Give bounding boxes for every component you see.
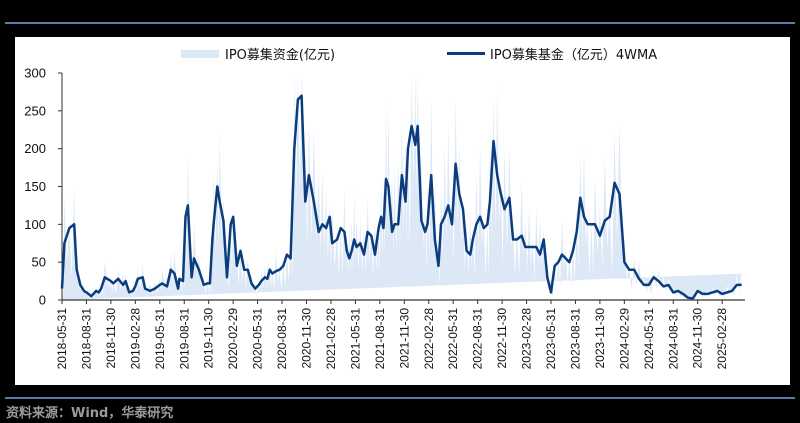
x-tick-label: 2022-11-30 [495, 308, 509, 369]
x-tick-label: 2019-11-30 [202, 308, 216, 369]
ipo-4wma-line [60, 94, 742, 300]
y-tick-label: 0 [39, 293, 46, 308]
x-tick-label: 2021-08-31 [373, 308, 387, 370]
y-tick-label: 300 [24, 66, 46, 81]
x-tick-label: 2021-05-31 [348, 308, 362, 370]
x-tick-label: 2024-08-31 [666, 308, 680, 370]
x-tick-label: 2022-02-28 [422, 308, 436, 370]
y-tick-label: 100 [24, 217, 46, 232]
x-tick-label: 2024-05-31 [642, 308, 656, 370]
legend-area-label: IPO募集资金(亿元) [225, 48, 336, 63]
x-tick-label: 2023-05-31 [544, 308, 558, 370]
x-tick-label: 2023-02-28 [520, 308, 534, 370]
x-tick-label: 2019-05-31 [153, 308, 167, 370]
x-tick-label: 2021-02-28 [324, 308, 338, 370]
x-tick-label: 2020-05-31 [251, 308, 265, 370]
y-tick-label: 50 [32, 255, 46, 270]
legend-line-swatch [447, 52, 485, 55]
x-tick-label: 2025-02-28 [715, 308, 729, 370]
x-tick-label: 2024-11-30 [691, 308, 705, 369]
legend-line-label: IPO募集基金（亿元）4WMA [490, 48, 658, 63]
y-tick-label: 200 [24, 141, 46, 156]
bottom-rule [5, 397, 795, 399]
x-tick-label: 2022-08-31 [471, 308, 485, 370]
y-tick-label: 250 [24, 103, 46, 118]
x-tick-label: 2018-11-30 [104, 308, 118, 369]
x-tick-label: 2019-02-28 [128, 308, 142, 370]
x-tick-label: 2020-02-29 [226, 308, 240, 370]
y-tick-label: 150 [24, 179, 46, 194]
x-tick-label: 2022-05-31 [446, 308, 460, 370]
x-tick-label: 2023-08-31 [568, 308, 582, 370]
x-tick-label: 2020-11-30 [300, 308, 314, 369]
legend-area: IPO募集资金(亿元) [181, 44, 335, 63]
top-rule [5, 22, 795, 24]
legend-area-swatch [181, 49, 219, 58]
x-tick-label: 2021-11-30 [397, 308, 411, 369]
x-tick-label: 2018-08-31 [79, 308, 93, 370]
x-tick-label: 2020-08-31 [275, 308, 289, 370]
x-tick-label: 2018-05-31 [55, 308, 69, 370]
legend-line: IPO募集基金（亿元）4WMA [447, 44, 657, 63]
source-note: 资料来源：Wind，华泰研究 [6, 406, 174, 421]
x-tick-label: 2024-02-29 [617, 308, 631, 370]
x-tick-label: 2019-08-31 [177, 308, 191, 370]
x-tick-label: 2023-11-30 [593, 308, 607, 369]
